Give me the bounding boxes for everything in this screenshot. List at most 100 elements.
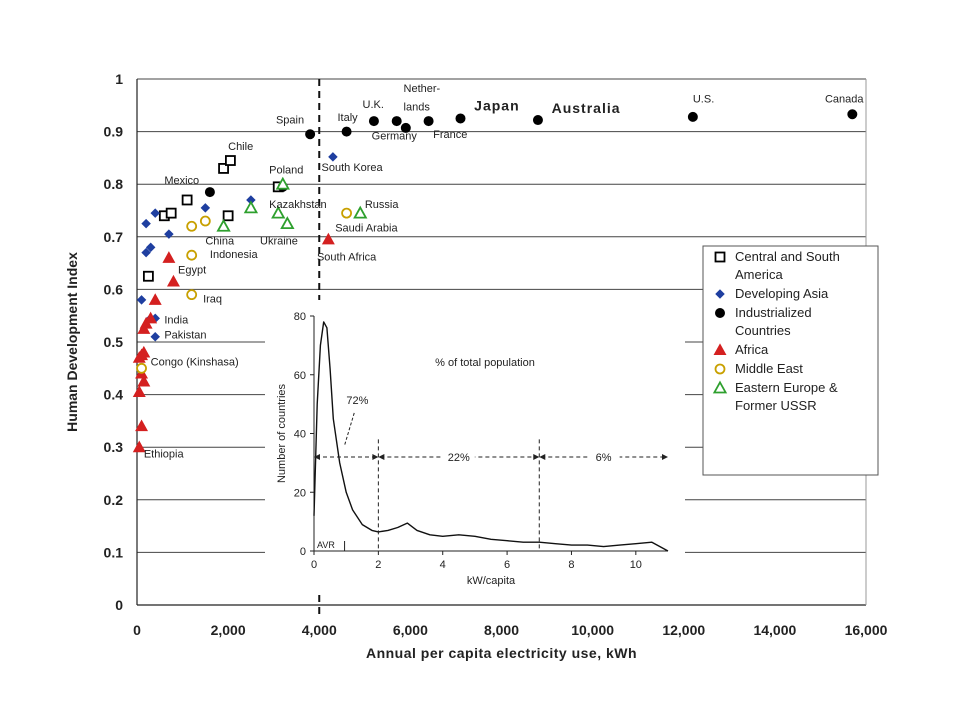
x-tick-label: 8,000 <box>484 622 519 638</box>
data-point <box>280 216 295 230</box>
data-point <box>532 115 543 126</box>
data-point <box>136 295 147 305</box>
data-point <box>243 200 259 214</box>
inset-background <box>265 300 685 590</box>
inset-y-tick-label: 40 <box>294 429 306 441</box>
country-label: Italy <box>337 112 358 124</box>
country-label: Poland <box>269 165 303 177</box>
x-tick-label: 12,000 <box>662 622 705 638</box>
arrow-head <box>372 454 379 460</box>
inset-segment-label: 6% <box>596 452 612 464</box>
legend-item: Developing Asia <box>715 286 829 301</box>
country-label: U.K. <box>363 99 384 111</box>
country-label: Egypt <box>178 265 206 277</box>
arrow-head <box>539 454 546 460</box>
legend-label: Developing Asia <box>735 286 829 301</box>
country-label: lands <box>404 102 431 114</box>
data-point <box>144 311 158 324</box>
arrow-head <box>533 454 540 460</box>
inset-chart: 0 20 40 60 80 0 2 4 6 8 10 kW/capita Number of count… <box>276 311 669 587</box>
data-point <box>687 111 698 122</box>
data-point <box>222 210 234 222</box>
x-tick-label: 0 <box>133 622 141 638</box>
inset-segment-label: 72% <box>346 395 368 407</box>
label-bg <box>442 449 475 463</box>
country-label: Pakistan <box>164 329 206 341</box>
inset-title: % of total population <box>435 357 535 369</box>
inset-label-leader <box>344 412 355 446</box>
y-tick-label: 0.4 <box>104 387 124 403</box>
x-tick-labels: 0 2,000 4,000 6,000 8,000 10,000 12,000 14,000 1… <box>133 622 888 638</box>
series-middle-east <box>136 207 352 374</box>
data-point <box>132 385 146 397</box>
inset-segment-label: 22% <box>448 452 470 464</box>
data-point <box>321 232 335 245</box>
data-point <box>218 163 229 174</box>
country-labels: Canada U.S. Australia Japan Nether-lands U.K.… <box>144 83 865 461</box>
legend-label: Countries <box>735 323 791 338</box>
country-label: Iraq <box>203 294 222 306</box>
data-point <box>391 116 402 127</box>
data-point <box>455 113 466 124</box>
country-label: Japan <box>474 98 519 114</box>
legend-label: Africa <box>735 342 769 357</box>
country-label: Canada <box>825 94 864 106</box>
data-point <box>199 215 211 227</box>
data-point <box>135 419 149 432</box>
country-label: Congo (Kinshasa) <box>151 357 239 369</box>
legend-item: Middle East <box>714 361 803 376</box>
country-label: Spain <box>276 115 304 127</box>
y-tick-label: 0.3 <box>104 439 124 455</box>
avr-label: AVR <box>317 540 335 550</box>
y-tick-label: 0.8 <box>104 176 124 192</box>
country-label: Saudi Arabia <box>335 223 398 235</box>
y-tick-label: 0 <box>115 597 123 613</box>
data-point <box>141 247 151 258</box>
x-tick-label: 16,000 <box>845 622 888 638</box>
inset-x-tick-label: 2 <box>375 559 381 571</box>
y-tick-label: 0.9 <box>104 124 124 140</box>
inset-x-tick-label: 4 <box>440 559 446 571</box>
country-label: Nether- <box>404 83 441 95</box>
arrow-head <box>314 454 320 460</box>
y-tick-label: 0.2 <box>104 492 124 508</box>
legend-label: Former USSR <box>735 398 817 413</box>
inset-x-tick-label: 8 <box>568 559 574 571</box>
y-tick-label: 0.6 <box>104 281 124 297</box>
inset-y-tick-label: 0 <box>300 546 306 558</box>
inset-x-tick-label: 0 <box>311 559 317 571</box>
data-point <box>132 440 146 453</box>
inset-x-title: kW/capita <box>467 575 516 587</box>
country-label: Indonesia <box>210 249 259 261</box>
country-label: South Africa <box>317 251 377 263</box>
data-point <box>275 176 290 190</box>
y-tick-label: 0.1 <box>104 544 124 560</box>
data-point <box>216 218 231 232</box>
data-point <box>186 289 198 301</box>
data-point <box>225 155 236 166</box>
y-tick-label: 0.7 <box>104 229 124 245</box>
country-label: China <box>205 236 235 248</box>
legend-label: Industrialized <box>735 305 812 320</box>
data-point <box>141 218 151 229</box>
legend-item: Africa <box>713 342 769 357</box>
legend-marker <box>713 343 727 355</box>
country-label: Germany <box>372 130 418 142</box>
data-point <box>847 109 858 120</box>
data-point <box>341 207 352 219</box>
country-label: Kazakhstan <box>269 199 326 211</box>
x-tick-label: 2,000 <box>211 622 246 638</box>
legend: Central and South America Developing Asia I… <box>702 245 879 476</box>
x-tick-label: 14,000 <box>753 622 796 638</box>
data-point <box>186 249 198 261</box>
data-point <box>328 152 338 162</box>
data-point <box>368 116 379 127</box>
legend-item: Industrialized Countries <box>715 305 812 338</box>
inset-y-tick-label: 80 <box>294 311 306 323</box>
data-point <box>150 331 160 342</box>
legend-box <box>702 245 879 476</box>
data-point <box>400 122 411 133</box>
country-label: Russia <box>365 199 400 211</box>
